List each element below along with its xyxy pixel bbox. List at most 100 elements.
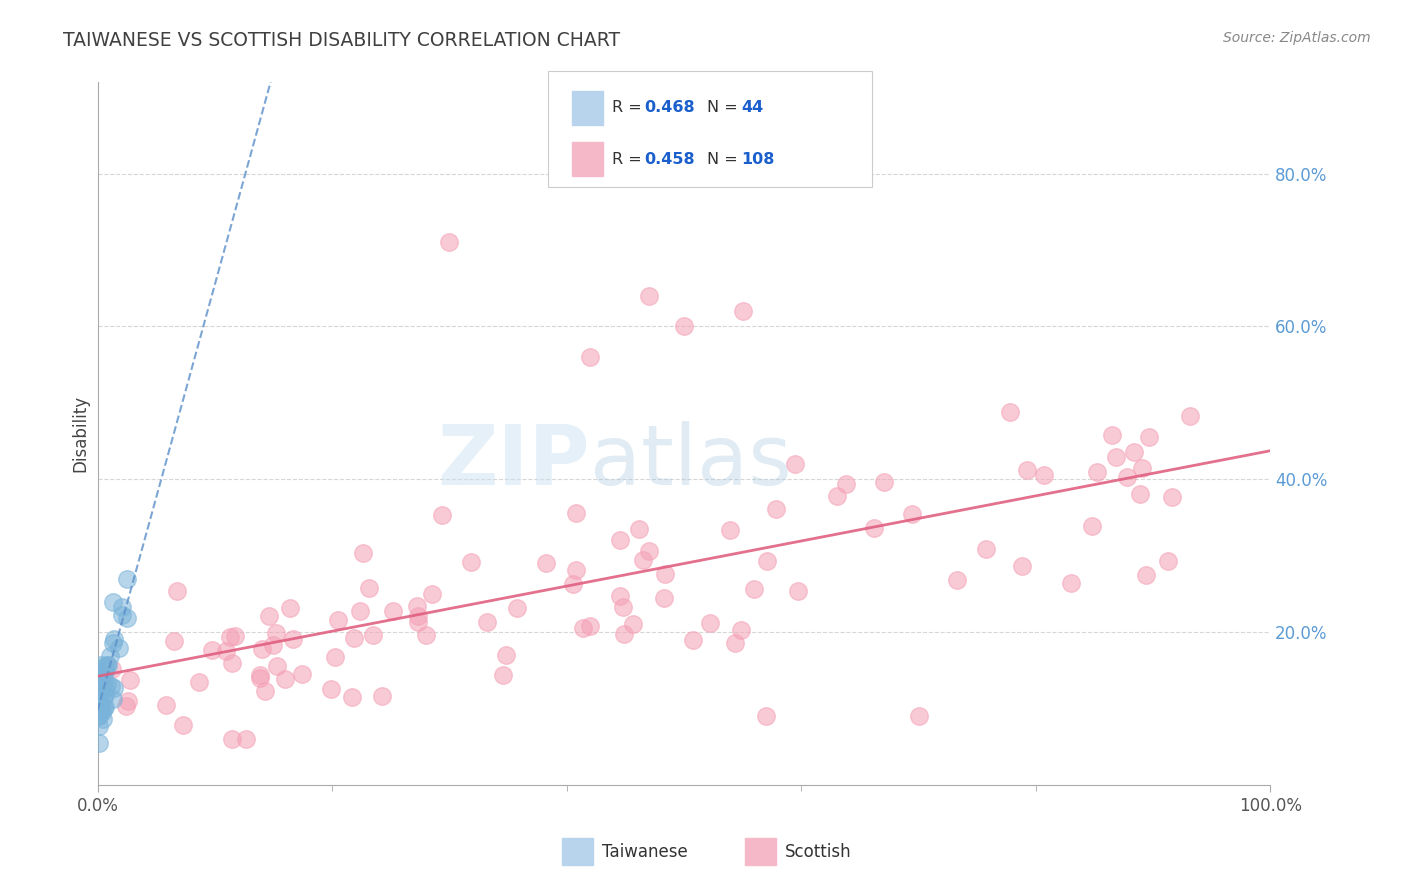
Point (652, 591, 675, 606)
Point (254, 684, 277, 698)
Point (349, 604, 371, 618)
Point (382, 604, 405, 618)
Point (166, 584, 188, 599)
Point (93, 681, 115, 695)
Point (352, 546, 374, 560)
Point (1080, 518, 1102, 533)
Point (87, 709, 110, 723)
Point (621, 616, 644, 631)
Text: R =: R = (612, 152, 647, 167)
Point (343, 631, 366, 645)
Point (172, 718, 194, 732)
Point (724, 636, 747, 650)
Point (219, 630, 242, 644)
Point (103, 595, 125, 609)
Point (115, 698, 138, 713)
Point (1116, 470, 1139, 484)
Point (103, 632, 125, 646)
Point (90, 658, 112, 673)
Point (561, 576, 583, 591)
Point (118, 673, 141, 687)
Point (863, 521, 886, 535)
Point (406, 615, 429, 629)
Point (609, 533, 631, 547)
Point (765, 501, 787, 516)
Point (319, 682, 342, 697)
Point (278, 601, 301, 615)
Point (87, 673, 110, 687)
Point (93, 665, 115, 680)
Point (163, 634, 186, 648)
Point (755, 709, 778, 723)
Text: Scottish: Scottish (785, 843, 851, 861)
Point (579, 350, 602, 364)
Point (907, 709, 929, 723)
Point (370, 689, 392, 703)
Point (834, 477, 856, 491)
Point (1000, 405, 1022, 419)
Point (731, 304, 754, 318)
Y-axis label: Disability: Disability (72, 395, 89, 472)
Point (1129, 486, 1152, 500)
Text: 0.468: 0.468 (644, 101, 695, 115)
Point (283, 632, 305, 646)
Point (115, 611, 138, 625)
Point (94, 689, 117, 703)
Point (756, 553, 779, 567)
Point (97, 658, 120, 673)
Point (89, 699, 111, 714)
Point (91, 712, 114, 726)
Point (633, 553, 655, 567)
Point (87, 686, 110, 700)
Point (571, 621, 593, 635)
Point (94, 663, 117, 677)
Point (1137, 430, 1160, 444)
Point (506, 600, 529, 615)
Point (249, 671, 271, 685)
Point (201, 643, 224, 657)
Point (323, 649, 346, 664)
Point (460, 555, 482, 569)
Text: Source: ZipAtlas.com: Source: ZipAtlas.com (1223, 31, 1371, 45)
Point (87, 702, 110, 716)
Point (946, 573, 969, 587)
Point (637, 544, 659, 558)
Point (786, 584, 808, 599)
Point (900, 507, 922, 521)
Text: N =: N = (707, 152, 744, 167)
Point (1032, 467, 1054, 482)
Point (100, 679, 122, 693)
Point (87, 707, 110, 722)
Point (1157, 554, 1180, 568)
Point (1135, 567, 1157, 582)
Point (1085, 466, 1108, 480)
Text: TAIWANESE VS SCOTTISH DISABILITY CORRELATION CHART: TAIWANESE VS SCOTTISH DISABILITY CORRELA… (63, 31, 620, 50)
Point (699, 615, 721, 630)
Point (406, 599, 429, 613)
Point (87, 690, 110, 705)
Point (1101, 428, 1123, 442)
Point (1011, 558, 1033, 573)
Point (1060, 575, 1083, 590)
Point (439, 235, 461, 250)
Point (221, 731, 243, 746)
Point (873, 475, 896, 489)
Point (628, 522, 651, 536)
Point (93, 690, 115, 704)
Point (565, 506, 588, 520)
Point (974, 541, 997, 556)
Point (783, 457, 806, 471)
Point (108, 640, 131, 655)
Point (96, 677, 118, 691)
Point (89, 683, 111, 698)
Point (609, 589, 631, 603)
Point (111, 599, 134, 614)
Point (492, 667, 515, 681)
Point (359, 581, 381, 595)
Point (534, 556, 557, 570)
Point (103, 636, 125, 650)
Point (96, 657, 118, 672)
Point (89, 696, 111, 710)
Point (420, 587, 443, 601)
Point (613, 627, 636, 641)
